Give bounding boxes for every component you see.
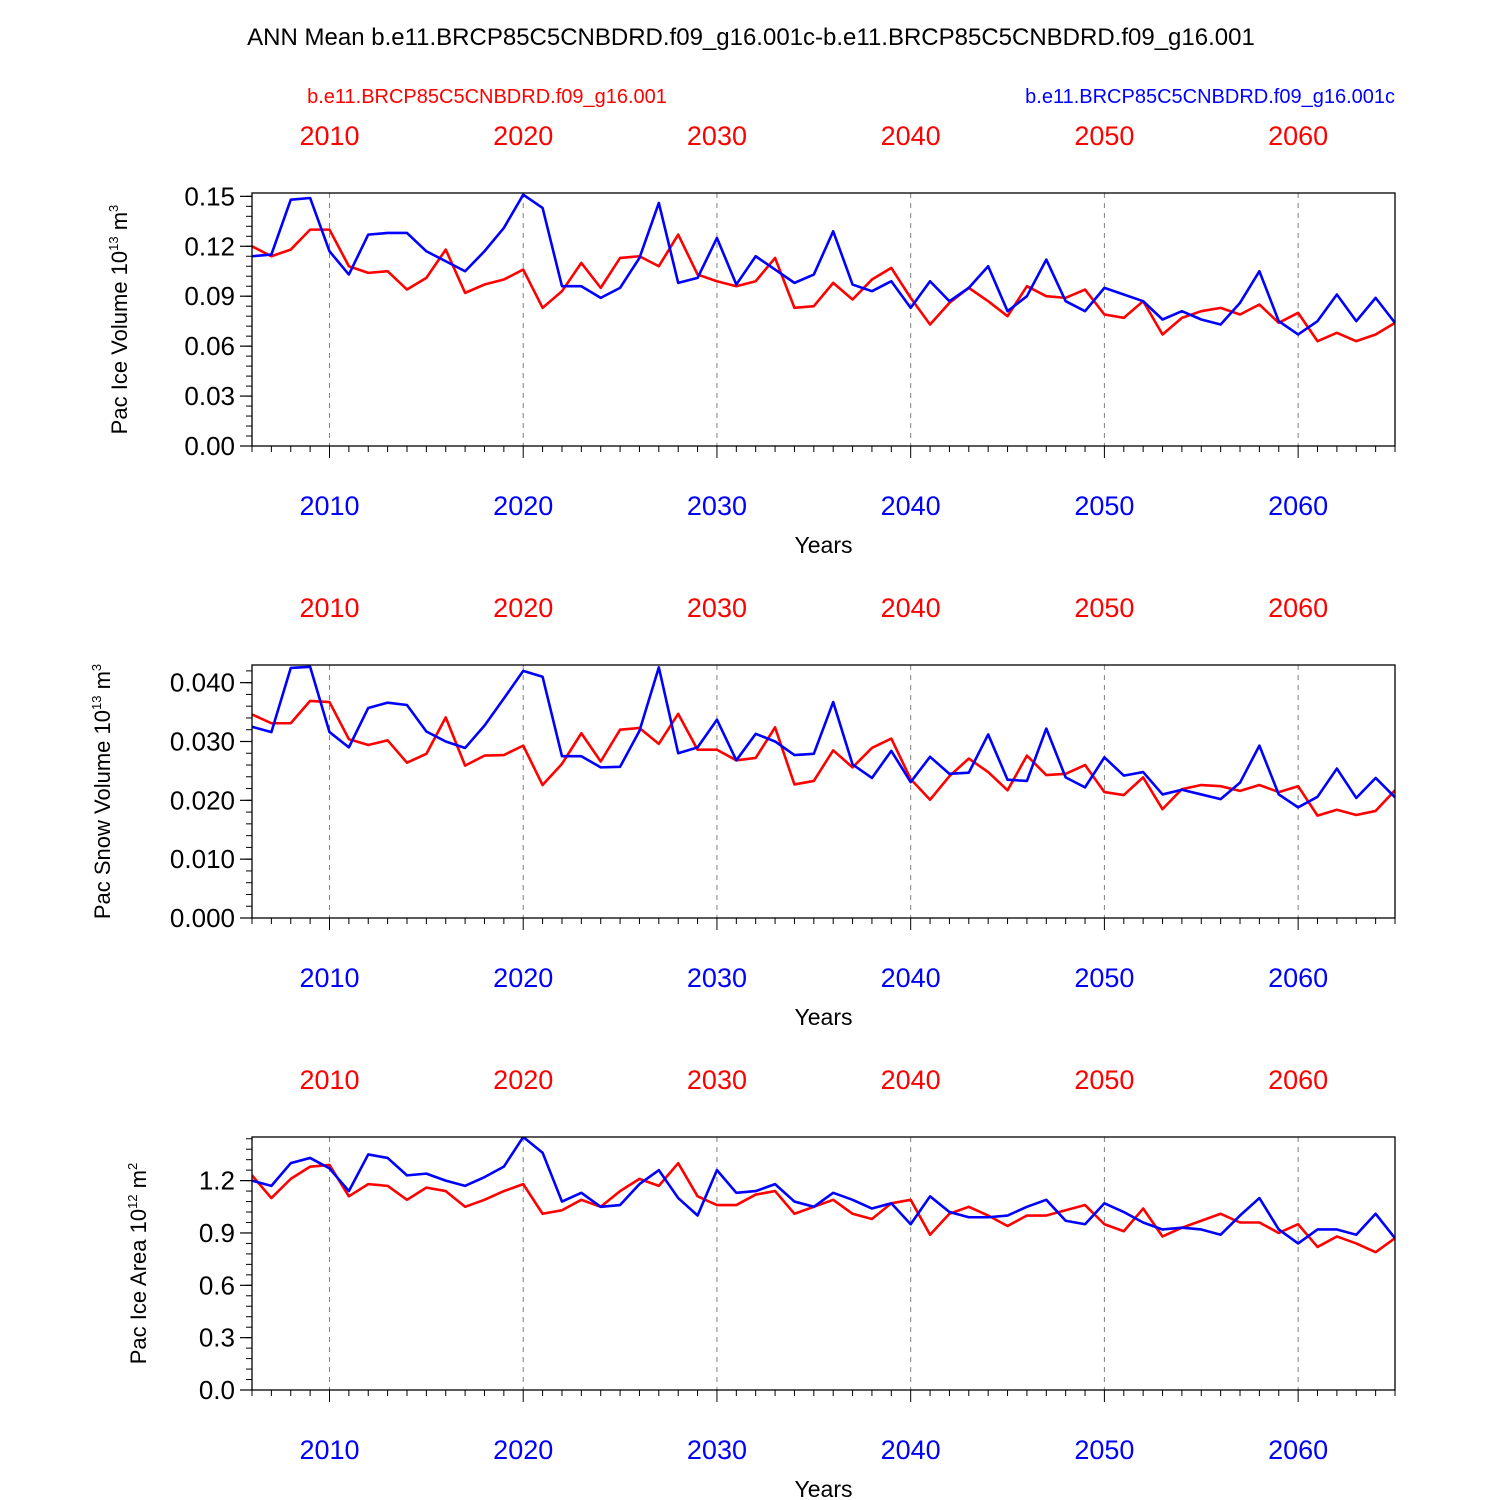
top-x-tick-label: 2030 <box>687 121 747 151</box>
top-x-tick-label: 2010 <box>299 1065 359 1095</box>
panels-group: 0.000.030.060.090.120.152010201020202020… <box>89 121 1396 1500</box>
y-tick-label: 0.3 <box>199 1323 235 1353</box>
y-tick-label: 0.030 <box>170 726 235 756</box>
y-tick-label: 0.020 <box>170 785 235 815</box>
y-axis-title: Pac Ice Area 1012 m2 <box>125 1163 151 1364</box>
y-axis-title-exponent: 12 <box>125 1194 140 1208</box>
y-tick-label: 0.040 <box>170 668 235 698</box>
series-line-blue <box>252 665 1395 809</box>
bottom-x-tick-label: 2010 <box>299 491 359 521</box>
chart-panel-2: 0.000 0.010 0.020 0.030 0.040 2010 2010 2020 202… <box>89 593 1396 1030</box>
top-x-tick-label: 2060 <box>1268 1065 1328 1095</box>
top-x-tick-label: 2020 <box>493 1065 553 1095</box>
top-x-tick-label: 2030 <box>687 593 747 623</box>
plot-frame <box>251 664 1396 919</box>
y-axis-title-unit: m <box>90 671 115 695</box>
bottom-x-tick-label: 2060 <box>1268 1435 1328 1465</box>
top-x-tick-label: 2050 <box>1074 593 1134 623</box>
bottom-x-tick-label: 2010 <box>299 1435 359 1465</box>
top-x-tick-label: 2010 <box>299 593 359 623</box>
bottom-x-tick-label: 2050 <box>1074 491 1134 521</box>
x-axis-title: Years <box>795 1004 853 1030</box>
series-line-red <box>252 699 1395 817</box>
series-line-blue <box>252 193 1395 336</box>
y-axis-title-unit-exponent: 3 <box>89 664 104 671</box>
figure-title: ANN Mean b.e11.BRCP85C5CNBDRD.f09_g16.00… <box>247 24 1255 51</box>
bottom-x-tick-label: 2050 <box>1074 1435 1134 1465</box>
top-x-tick-label: 2040 <box>881 121 941 151</box>
bottom-x-tick-label: 2040 <box>881 963 941 993</box>
x-axis-title: Years <box>795 532 853 558</box>
top-x-tick-label: 2050 <box>1074 121 1134 151</box>
red-case-label: b.e11.BRCP85C5CNBDRD.f09_g16.001 <box>307 86 667 108</box>
bottom-x-tick-label: 2030 <box>687 1435 747 1465</box>
y-axis-title-unit-exponent: 3 <box>106 205 121 212</box>
top-x-tick-label: 2040 <box>881 1065 941 1095</box>
y-axis-title: Pac Snow Volume 1013 m3 <box>89 664 115 919</box>
y-axis-title-unit: m <box>126 1170 151 1194</box>
y-tick-label: 1.2 <box>199 1166 235 1196</box>
y-tick-label: 0.000 <box>170 903 235 933</box>
y-axis-title-unit-exponent: 2 <box>125 1163 140 1170</box>
top-x-tick-label: 2030 <box>687 1065 747 1095</box>
y-axis-title-exponent: 13 <box>106 236 121 250</box>
bottom-x-tick-label: 2060 <box>1268 963 1328 993</box>
y-tick-label: 0.9 <box>199 1218 235 1248</box>
x-axis-title: Years <box>795 1476 853 1500</box>
y-tick-label: 0.09 <box>184 281 235 311</box>
top-x-tick-label: 2020 <box>493 593 553 623</box>
y-axis-title: Pac Ice Volume 1013 m3 <box>106 205 132 435</box>
bottom-x-tick-label: 2010 <box>299 963 359 993</box>
top-x-tick-label: 2020 <box>493 121 553 151</box>
y-axis-title-exponent: 13 <box>89 696 104 710</box>
y-axis-title-text: Pac Snow Volume 10 <box>90 710 115 919</box>
blue-case-label: b.e11.BRCP85C5CNBDRD.f09_g16.001c <box>1025 86 1395 108</box>
bottom-x-tick-label: 2020 <box>493 963 553 993</box>
chart-panel-1: 0.00 0.03 0.06 0.09 0.12 0.15 2010 2010 2020 2020… <box>106 121 1396 558</box>
bottom-x-tick-label: 2040 <box>881 491 941 521</box>
plot-frame <box>251 1136 1396 1391</box>
chart-panel-3: 0.0 0.3 0.6 0.9 1.2 2010 2010 2020 2020 2030 2030 2… <box>125 1065 1396 1500</box>
y-tick-label: 0.010 <box>170 844 235 874</box>
bottom-x-tick-label: 2030 <box>687 491 747 521</box>
y-tick-label: 0.6 <box>199 1270 235 1300</box>
top-x-tick-label: 2040 <box>881 593 941 623</box>
series-line-red <box>252 228 1395 343</box>
series-line-blue <box>252 1137 1395 1245</box>
y-axis-title-unit: m <box>107 212 132 236</box>
y-tick-label: 0.0 <box>199 1375 235 1405</box>
top-x-tick-label: 2050 <box>1074 1065 1134 1095</box>
top-x-tick-label: 2010 <box>299 121 359 151</box>
bottom-x-tick-label: 2020 <box>493 491 553 521</box>
bottom-x-tick-label: 2030 <box>687 963 747 993</box>
top-x-tick-label: 2060 <box>1268 121 1328 151</box>
bottom-x-tick-label: 2050 <box>1074 963 1134 993</box>
y-tick-label: 0.03 <box>184 381 235 411</box>
series-line-red <box>252 1161 1395 1254</box>
y-axis-title-text: Pac Ice Area 10 <box>126 1209 151 1364</box>
bottom-x-tick-label: 2060 <box>1268 491 1328 521</box>
y-tick-label: 0.15 <box>184 181 235 211</box>
y-tick-label: 0.00 <box>184 431 235 461</box>
y-axis-title-text: Pac Ice Volume 10 <box>107 251 132 434</box>
plot-frame <box>251 192 1396 447</box>
y-tick-label: 0.12 <box>184 231 235 261</box>
bottom-x-tick-label: 2020 <box>493 1435 553 1465</box>
y-tick-label: 0.06 <box>184 331 235 361</box>
top-x-tick-label: 2060 <box>1268 593 1328 623</box>
bottom-x-tick-label: 2040 <box>881 1435 941 1465</box>
